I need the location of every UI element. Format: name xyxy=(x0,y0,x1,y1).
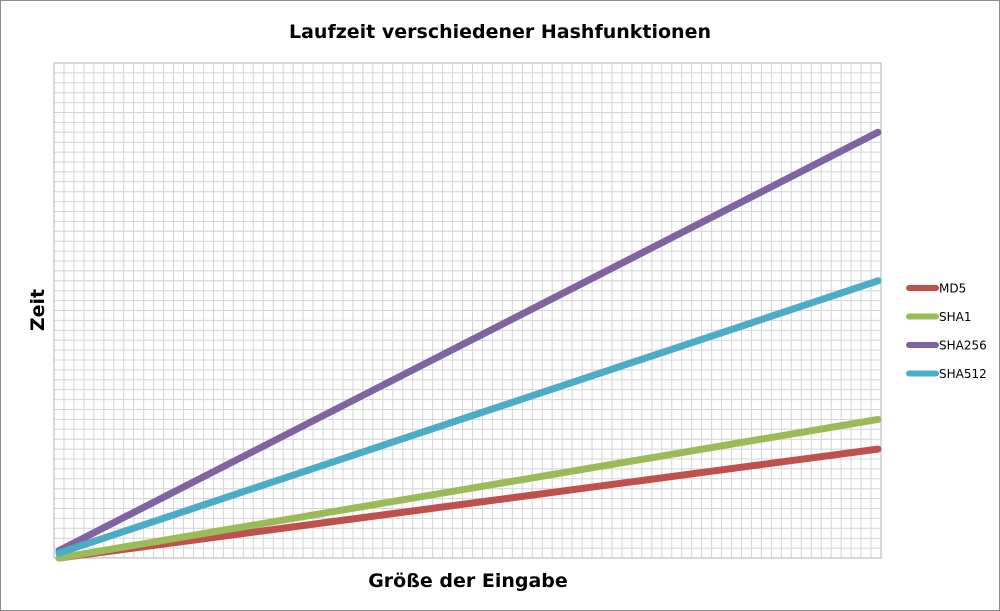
legend-item-sha512: SHA512 xyxy=(906,367,987,381)
legend-item-sha1: SHA1 xyxy=(906,310,971,324)
series-layer xyxy=(55,128,882,562)
series-line-md5 xyxy=(55,445,882,562)
plot-grid xyxy=(54,63,881,558)
legend-item-md5: MD5 xyxy=(906,282,966,296)
legend-label-sha512: SHA512 xyxy=(939,367,987,381)
series-line-sha512 xyxy=(55,277,882,557)
y-axis-title: Zeit xyxy=(27,289,49,331)
legend-label-sha1: SHA1 xyxy=(939,310,971,324)
chart-legend: MD5 SHA1 SHA256 SHA512 xyxy=(906,282,987,381)
x-axis-title: Größe der Eingabe xyxy=(368,570,568,592)
legend-item-sha256: SHA256 xyxy=(906,339,987,353)
legend-label-md5: MD5 xyxy=(939,282,966,296)
legend-label-sha256: SHA256 xyxy=(939,339,987,353)
chart-title: Laufzeit verschiedener Hashfunktionen xyxy=(289,21,711,43)
series-line-sha1 xyxy=(55,415,882,562)
plot-area-border xyxy=(53,62,882,559)
series-line-sha256 xyxy=(55,128,882,555)
